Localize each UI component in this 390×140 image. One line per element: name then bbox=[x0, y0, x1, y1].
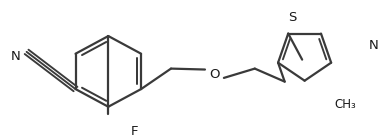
Text: F: F bbox=[131, 125, 138, 138]
Text: N: N bbox=[369, 39, 378, 52]
Text: N: N bbox=[11, 50, 21, 63]
Text: CH₃: CH₃ bbox=[335, 98, 356, 111]
Text: O: O bbox=[210, 68, 220, 81]
Text: S: S bbox=[289, 11, 297, 24]
